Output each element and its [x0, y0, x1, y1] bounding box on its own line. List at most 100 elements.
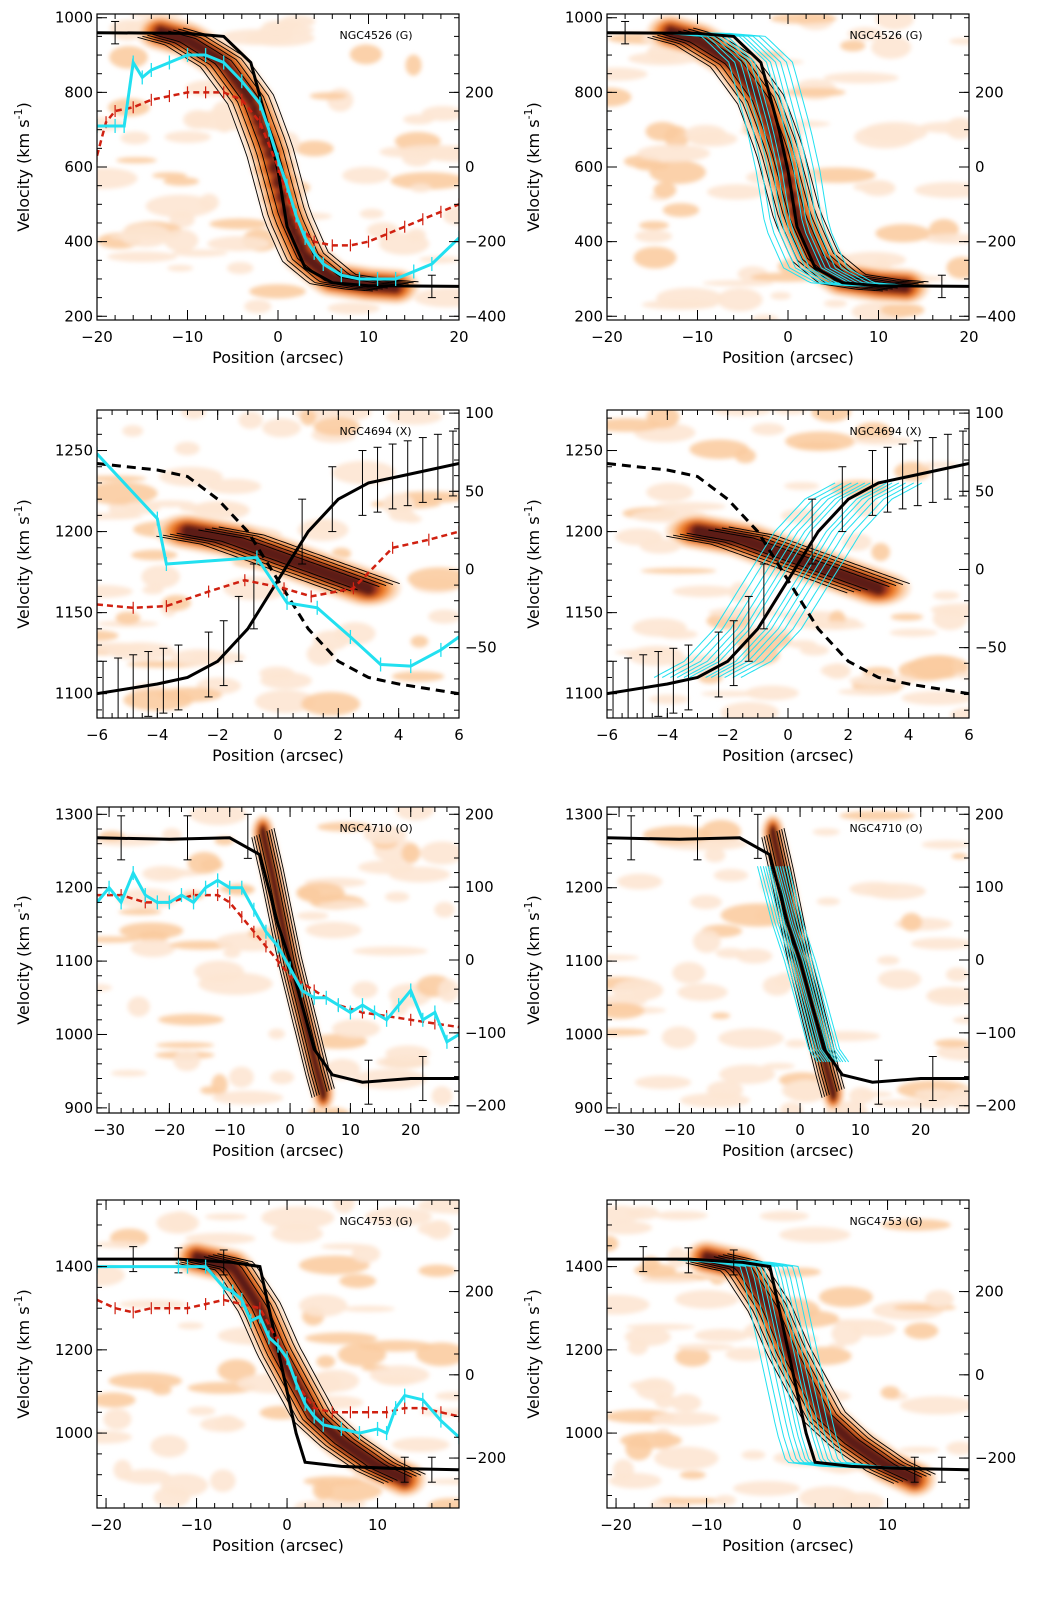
plot-area — [607, 410, 969, 718]
emission-level — [772, 134, 781, 148]
noise-blob — [299, 1255, 370, 1275]
y2-tick-label: 50 — [975, 482, 994, 500]
model-contour — [769, 866, 831, 1063]
noise-blob — [418, 1264, 456, 1277]
contour-line — [169, 533, 352, 592]
noise-blob — [331, 460, 396, 485]
model-contour — [670, 482, 852, 678]
noise-blob — [734, 448, 756, 464]
noise-blob — [607, 67, 648, 81]
model-contour — [775, 866, 837, 1063]
noise-blob — [949, 37, 969, 45]
noise-blob — [317, 822, 373, 832]
noise-blob — [194, 960, 245, 983]
y-tick-label: 1100 — [55, 685, 93, 703]
noise-blob — [889, 628, 938, 637]
noise-blob — [300, 410, 317, 426]
noise-blob — [645, 121, 680, 142]
x-tick-label: 6 — [964, 726, 974, 744]
y-axis-label-close: ) — [524, 499, 543, 505]
noise-blob — [159, 466, 223, 487]
noise-blob — [702, 280, 774, 287]
x-tick-label: 2 — [844, 726, 854, 744]
emission-contours — [251, 828, 335, 1098]
noise-blob — [97, 983, 113, 992]
noise-blob — [624, 1327, 672, 1347]
noise-blob — [932, 591, 960, 600]
noise-blob — [628, 51, 698, 66]
noise-blob — [741, 1450, 766, 1460]
noise-blob — [706, 184, 767, 200]
noise-blob — [880, 1218, 951, 1231]
noise-blob — [145, 194, 215, 218]
noise-blob — [97, 642, 148, 654]
noise-blob — [914, 1089, 953, 1099]
noise-blob — [179, 503, 248, 514]
y-tick-label: 200 — [574, 307, 603, 325]
y-tick-label: 1000 — [55, 1025, 93, 1043]
noise-blob — [103, 1408, 132, 1430]
noise-blob — [784, 481, 820, 490]
noise-blob — [607, 954, 640, 961]
y2-tick-label: −200 — [975, 1097, 1016, 1115]
noise-blob — [714, 1495, 737, 1506]
noise-blob — [189, 651, 246, 664]
noise-blob — [155, 1042, 215, 1049]
model-contour — [777, 866, 839, 1063]
y-tick-label: 1150 — [565, 604, 603, 622]
x-tick-label: −30 — [93, 1121, 125, 1139]
noise-blob — [759, 1210, 810, 1222]
y-tick-label: 400 — [574, 233, 603, 251]
noise-blob — [635, 1377, 676, 1401]
model-contours — [757, 866, 850, 1063]
contour-line — [253, 836, 316, 1097]
noise-blob — [327, 302, 380, 315]
y-tick-label: 1000 — [55, 9, 93, 27]
noise-blob — [413, 287, 459, 308]
x-tick-label: −10 — [214, 1121, 246, 1139]
noise-blob — [798, 1486, 859, 1508]
x-tick-label: −6 — [596, 726, 618, 744]
noise-blob — [654, 1210, 708, 1221]
y-axis-label-close: ) — [524, 895, 543, 901]
emission-level — [363, 582, 374, 595]
y-axis-label-sup: -1 — [522, 505, 535, 516]
plot-area — [97, 410, 459, 718]
noise-blob — [852, 495, 879, 517]
noise-blob — [716, 288, 763, 312]
y-tick-label: 1200 — [55, 523, 93, 541]
noise-blob — [316, 1355, 336, 1368]
noise-blob — [930, 603, 969, 617]
noise-blob — [97, 1430, 132, 1444]
emission-contours — [666, 526, 910, 594]
y-axis-label-sup: -1 — [522, 901, 535, 912]
contour-line — [156, 535, 338, 594]
noise-blob — [217, 1359, 256, 1382]
noise-blob — [395, 807, 435, 821]
y-tick-label: 1100 — [55, 952, 93, 970]
noise-blob — [634, 1075, 692, 1090]
noise-blob — [97, 117, 126, 132]
noise-blob — [305, 921, 362, 939]
noise-blob — [655, 502, 726, 511]
noise-blob — [172, 249, 228, 257]
noise-blob — [607, 1002, 645, 1019]
y2-tick-label: 200 — [465, 83, 494, 101]
contour-line — [268, 830, 330, 1091]
x-tick-label: 0 — [285, 1121, 295, 1139]
x-tick-label: 4 — [904, 726, 914, 744]
galaxy-label: NGC4694 (X) — [340, 425, 412, 438]
emission-level — [250, 103, 259, 116]
noise-blob — [945, 117, 969, 140]
noise-blob — [174, 441, 200, 456]
noise-blob — [653, 182, 677, 198]
y2-tick-label: −400 — [975, 307, 1016, 325]
y2-tick-label: −50 — [975, 639, 1007, 657]
model-contour — [757, 866, 819, 1063]
y-tick-label: 600 — [574, 158, 603, 176]
y-axis-label-main: Velocity (km s — [14, 912, 33, 1024]
noise-blob — [296, 911, 329, 921]
noise-blob — [934, 1039, 969, 1048]
noise-blob — [658, 1497, 725, 1505]
x-tick-label: −30 — [603, 1121, 635, 1139]
